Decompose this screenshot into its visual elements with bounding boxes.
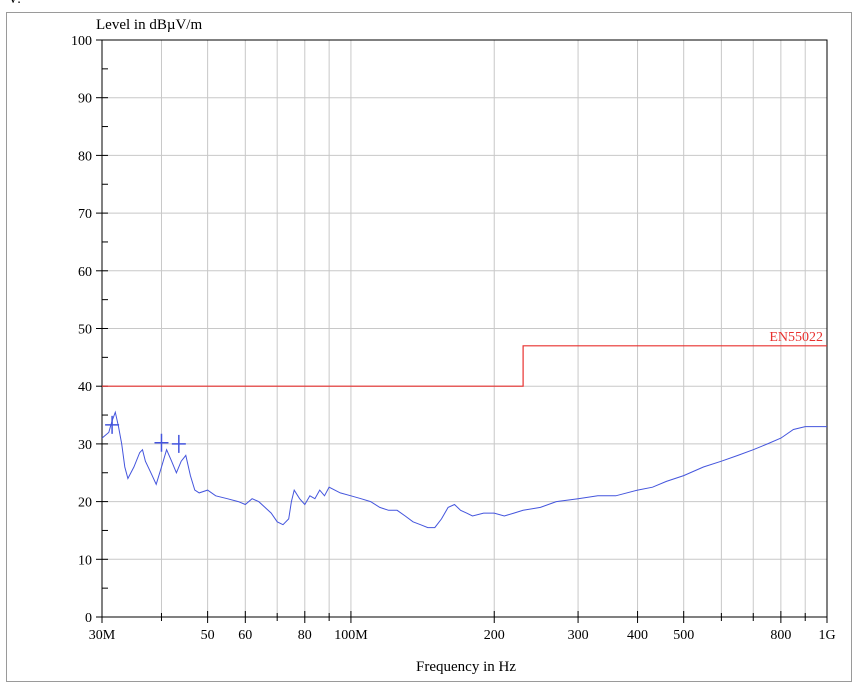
y-tick-label: 30 [78, 438, 92, 453]
y-tick-label: 40 [78, 380, 92, 395]
marker-layer [105, 415, 186, 453]
x-tick-label: 50 [201, 628, 215, 643]
x-axis-title: Frequency in Hz [416, 659, 516, 675]
limit-layer: EN55022 [102, 330, 827, 387]
peak-marker [171, 434, 186, 453]
y-axis-title: Level in dBµV/m [96, 17, 202, 33]
y-tick-label: 100 [71, 34, 92, 49]
x-tick-label: 200 [484, 628, 505, 643]
x-tick-label: 300 [568, 628, 589, 643]
chart-frame [6, 12, 852, 682]
y-ticks: 0 10 20 30 40 50 60 70 80 90 100 [71, 34, 108, 626]
plot-area [101, 39, 828, 618]
series-layer [101, 410, 827, 529]
x-tick-label: 30M [89, 628, 116, 643]
y-tick-label: 10 [78, 553, 92, 568]
y-tick-label: 80 [78, 149, 92, 164]
grid-lines [102, 40, 827, 617]
limit-line-label: EN55022 [769, 330, 823, 345]
x-tick-label: 800 [770, 628, 791, 643]
y-tick-label: 0 [85, 611, 92, 626]
y-tick-label: 50 [78, 323, 92, 338]
x-tick-label: 80 [298, 628, 312, 643]
x-tick-label: 1G [818, 628, 835, 643]
limit-line [102, 345, 827, 387]
header-fragment: V: [8, 0, 21, 8]
y-tick-label: 60 [78, 265, 92, 280]
x-tick-label: 100M [334, 628, 368, 643]
measurement-trace [101, 410, 827, 529]
y-tick-label: 20 [78, 496, 92, 511]
x-tick-label: 500 [673, 628, 694, 643]
y-tick-label: 70 [78, 207, 92, 222]
peak-marker [154, 433, 169, 452]
y-tick-label: 90 [78, 92, 92, 107]
peak-marker [105, 415, 120, 434]
x-ticks: 30M 50 60 80 100M 200 300 400 500 800 1G [89, 611, 836, 643]
x-tick-label: 400 [627, 628, 648, 643]
x-tick-label: 60 [238, 628, 252, 643]
